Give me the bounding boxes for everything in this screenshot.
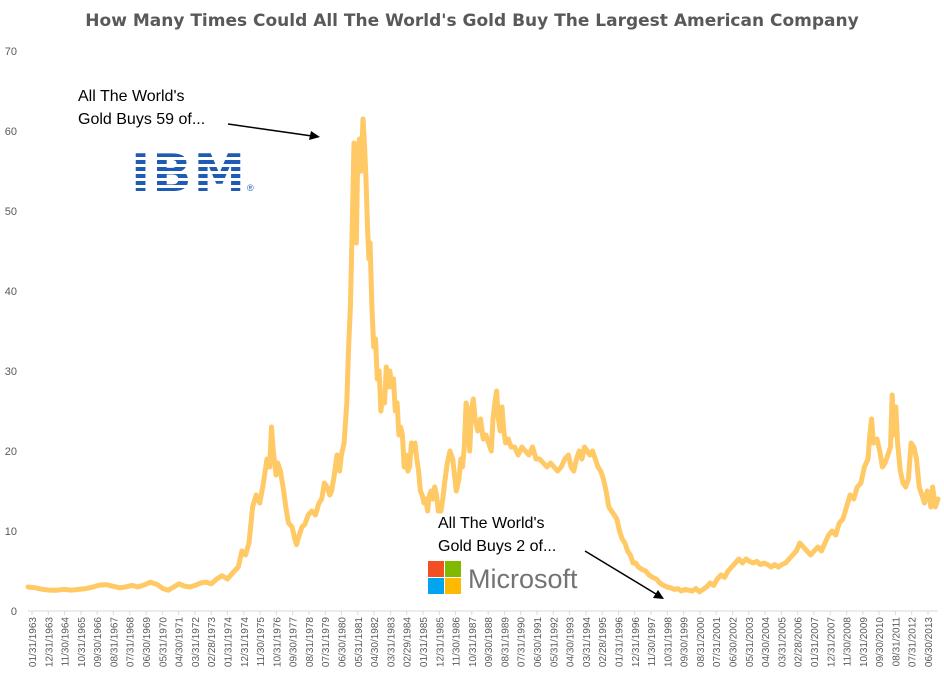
series-line (25, 116, 941, 595)
x-tick-label: 07/31/2001 (712, 617, 723, 667)
microsoft-arrow-icon (584, 550, 657, 595)
x-tick-label: 12/31/1974 (240, 617, 251, 667)
x-tick-label: 10/31/1965 (77, 617, 88, 667)
ibm-logo-text: IBM (131, 144, 247, 204)
x-tick-label: 08/31/2000 (696, 617, 707, 667)
x-tick-label: 11/30/2008 (843, 617, 854, 667)
microsoft-logo: Microsoft (428, 561, 578, 594)
x-tick-label: 10/31/1987 (468, 617, 479, 667)
ibm-annotation-line2: Gold Buys 59 of... (78, 111, 205, 128)
ibm-arrow-icon (227, 123, 313, 137)
x-tick-label: 12/31/1996 (631, 617, 642, 667)
x-tick-label: 08/31/2011 (891, 617, 902, 667)
x-tick-label: 03/31/2005 (777, 617, 788, 667)
x-tick-label: 09/30/1988 (484, 617, 495, 667)
x-tick-label: 11/30/1986 (452, 617, 463, 667)
microsoft-annotation-line2: Gold Buys 2 of... (438, 538, 556, 555)
ibm-annotation-line1: All The World's (78, 88, 185, 105)
x-tick-label: 09/30/1977 (289, 617, 300, 667)
ms-square-blue-icon (428, 578, 444, 594)
ibm-registered-mark: ® (247, 183, 254, 193)
x-tick-label: 06/30/1969 (142, 617, 153, 667)
x-tick-label: 11/30/1964 (61, 617, 72, 667)
ms-square-red-icon (428, 561, 444, 577)
microsoft-arrowhead-icon (653, 590, 664, 599)
microsoft-annotation: All The World's Gold Buys 2 of... (438, 515, 664, 599)
x-tick-label: 07/31/2012 (908, 617, 919, 667)
ibm-annotation: All The World's Gold Buys 59 of... (78, 88, 320, 140)
x-tick-label: 03/31/1983 (386, 617, 397, 667)
y-tick-label: 70 (5, 46, 17, 58)
ms-square-green-icon (445, 561, 461, 577)
x-tick-label: 10/31/1998 (663, 617, 674, 667)
x-tick-label: 06/30/2013 (924, 617, 935, 667)
y-tick-label: 30 (5, 366, 17, 378)
x-tick-label: 09/30/2010 (875, 617, 886, 667)
x-tick-label: 01/31/1974 (223, 617, 234, 667)
x-tick-label: 12/31/1985 (435, 617, 446, 667)
x-tick-label: 08/31/1978 (305, 617, 316, 667)
x-tick-label: 05/31/1981 (354, 617, 365, 667)
x-tick-label: 11/30/1975 (256, 617, 267, 667)
x-tick-label: 05/31/2003 (745, 617, 756, 667)
x-tick-label: 01/31/1963 (28, 617, 39, 667)
x-tick-label: 05/31/1992 (549, 617, 560, 667)
x-tick-label: 09/30/1999 (680, 617, 691, 667)
x-tick-label: 01/31/1985 (419, 617, 430, 667)
x-tick-label: 02/28/2006 (794, 617, 805, 667)
x-tick-label: 02/29/1984 (403, 617, 414, 667)
x-tick-label: 04/30/1982 (370, 617, 381, 667)
x-tick-label: 10/31/2009 (859, 617, 870, 667)
y-tick-label: 0 (11, 606, 17, 618)
x-tick-label: 01/31/1996 (614, 617, 625, 667)
x-tick-label: 01/31/2007 (810, 617, 821, 667)
x-tick-label: 02/28/1973 (207, 617, 218, 667)
y-tick-label: 20 (5, 446, 17, 458)
chart-title: How Many Times Could All The World's Gol… (85, 11, 858, 31)
y-tick-label: 10 (5, 526, 17, 538)
x-tick-label: 04/30/1993 (566, 617, 577, 667)
x-tick-label: 07/31/1990 (517, 617, 528, 667)
x-tick-label: 08/31/1967 (109, 617, 120, 667)
x-tick-label: 06/30/1980 (338, 617, 349, 667)
x-tick-label: 11/30/1997 (647, 617, 658, 667)
x-tick-label: 09/30/1966 (93, 617, 104, 667)
x-tick-label: 12/31/1963 (44, 617, 55, 667)
x-tick-label: 04/30/2004 (761, 617, 772, 667)
x-tick-label: 12/31/2007 (826, 617, 837, 667)
x-tick-label: 03/31/1972 (191, 617, 202, 667)
x-tick-label: 04/30/1971 (175, 617, 186, 667)
x-tick-label: 06/30/1991 (533, 617, 544, 667)
x-tick-label: 02/28/1995 (598, 617, 609, 667)
ibm-logo: IBM ® (131, 144, 254, 204)
microsoft-logo-text: Microsoft (468, 564, 578, 594)
x-tick-label: 07/31/1979 (321, 617, 332, 667)
ms-square-yellow-icon (445, 578, 461, 594)
microsoft-annotation-line1: All The World's (438, 515, 545, 532)
x-tick-label: 10/31/1976 (272, 617, 283, 667)
y-tick-label: 50 (5, 206, 17, 218)
x-tick-label: 05/31/1970 (158, 617, 169, 667)
x-tick-label: 03/31/1994 (582, 617, 593, 667)
ibm-arrowhead-icon (309, 131, 320, 140)
y-axis: 0 10 20 30 40 50 60 70 (5, 46, 17, 618)
y-tick-label: 60 (5, 126, 17, 138)
x-axis: 01/31/1963 12/31/1963 11/30/1964 10/31/1965… (28, 611, 935, 667)
x-tick-label: 08/31/1989 (500, 617, 511, 667)
x-tick-label: 06/30/2002 (729, 617, 740, 667)
y-tick-label: 40 (5, 286, 17, 298)
x-tick-label: 07/31/1968 (126, 617, 137, 667)
